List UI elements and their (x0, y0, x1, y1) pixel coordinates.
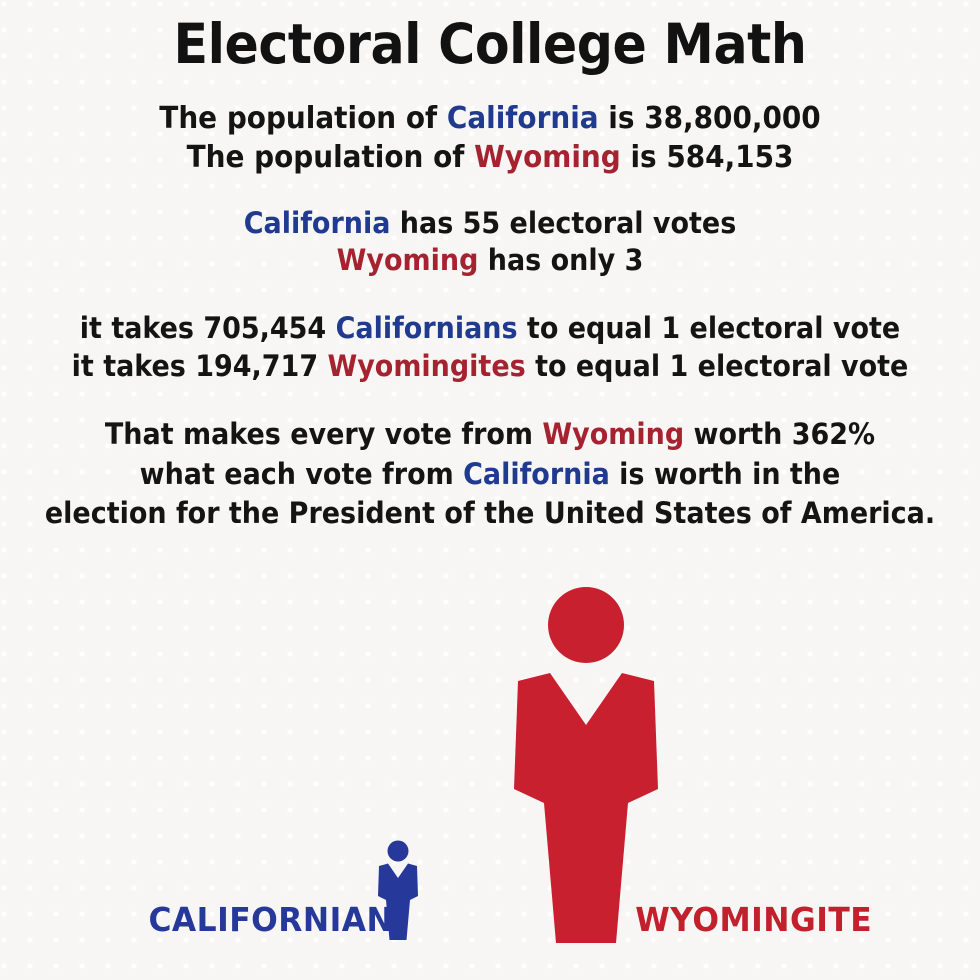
population-california-line: The population of California is 38,800,0… (34, 99, 945, 138)
state-name-wyoming: Wyoming (474, 139, 621, 175)
state-name-california: California (243, 205, 391, 240)
per-vote-wyomingites-suffix: to equal 1 electoral vote (525, 348, 909, 383)
conclusion-line-3: election for the President of the United… (44, 496, 936, 531)
per-vote-wyomingites-prefix: it takes 194,717 (71, 348, 328, 383)
text-content: Electoral College Math The population of… (34, 12, 945, 533)
per-vote-californians-prefix: it takes 705,454 (79, 310, 336, 345)
per-vote-wyomingites-line: it takes 194,717 Wyomingites to equal 1 … (34, 348, 945, 386)
electoral-votes-wyoming-line: Wyoming has only 3 (34, 242, 945, 280)
per-vote-stanza: it takes 705,454 Californians to equal 1… (34, 310, 945, 385)
electoral-votes-california-line: California has 55 electoral votes (34, 205, 945, 243)
population-wyoming-prefix: The population of (186, 139, 475, 175)
state-name-california: California (446, 100, 599, 136)
conclusion-line2-prefix: what each vote from (139, 456, 464, 491)
population-wyoming-line: The population of Wyoming is 584,153 (34, 138, 945, 177)
electoral-votes-stanza: California has 55 electoral votes Wyomin… (34, 205, 945, 280)
person-icon (378, 840, 418, 940)
population-california-middle: is (598, 100, 645, 136)
state-name-wyoming: Wyoming (336, 243, 479, 278)
figure-label-wyomingite: WYOMINGITE (635, 900, 873, 939)
electoral-votes-california-text: has 55 electoral votes (390, 205, 737, 240)
people-name-californians: Californians (335, 310, 518, 345)
population-stanza: The population of California is 38,800,0… (34, 99, 945, 177)
population-wyoming-value: 584,153 (666, 139, 794, 175)
conclusion-line2-suffix: is worth in the (609, 456, 841, 491)
state-name-california: California (463, 456, 610, 491)
people-name-wyomingites: Wyomingites (327, 348, 526, 383)
population-wyoming-middle: is (620, 139, 667, 175)
person-icon (514, 587, 658, 943)
electoral-votes-wyoming-text: has only 3 (478, 243, 644, 278)
conclusion-line-2: what each vote from California is worth … (34, 455, 945, 494)
state-name-wyoming: Wyoming (542, 417, 685, 452)
conclusion-stanza: That makes every vote from Wyoming worth… (34, 415, 945, 533)
per-vote-californians-line: it takes 705,454 Californians to equal 1… (34, 310, 945, 348)
population-california-value: 38,800,000 (644, 100, 821, 136)
conclusion-line1-suffix: worth 362% (684, 417, 876, 452)
population-california-prefix: The population of (159, 100, 447, 136)
conclusion-line1-prefix: That makes every vote from (104, 417, 543, 452)
per-vote-californians-suffix: to equal 1 electoral vote (517, 310, 901, 345)
page-title: Electoral College Math (173, 12, 807, 76)
conclusion-line-1: That makes every vote from Wyoming worth… (34, 415, 945, 454)
figure-label-californian: CALIFORNIAN (148, 900, 394, 939)
